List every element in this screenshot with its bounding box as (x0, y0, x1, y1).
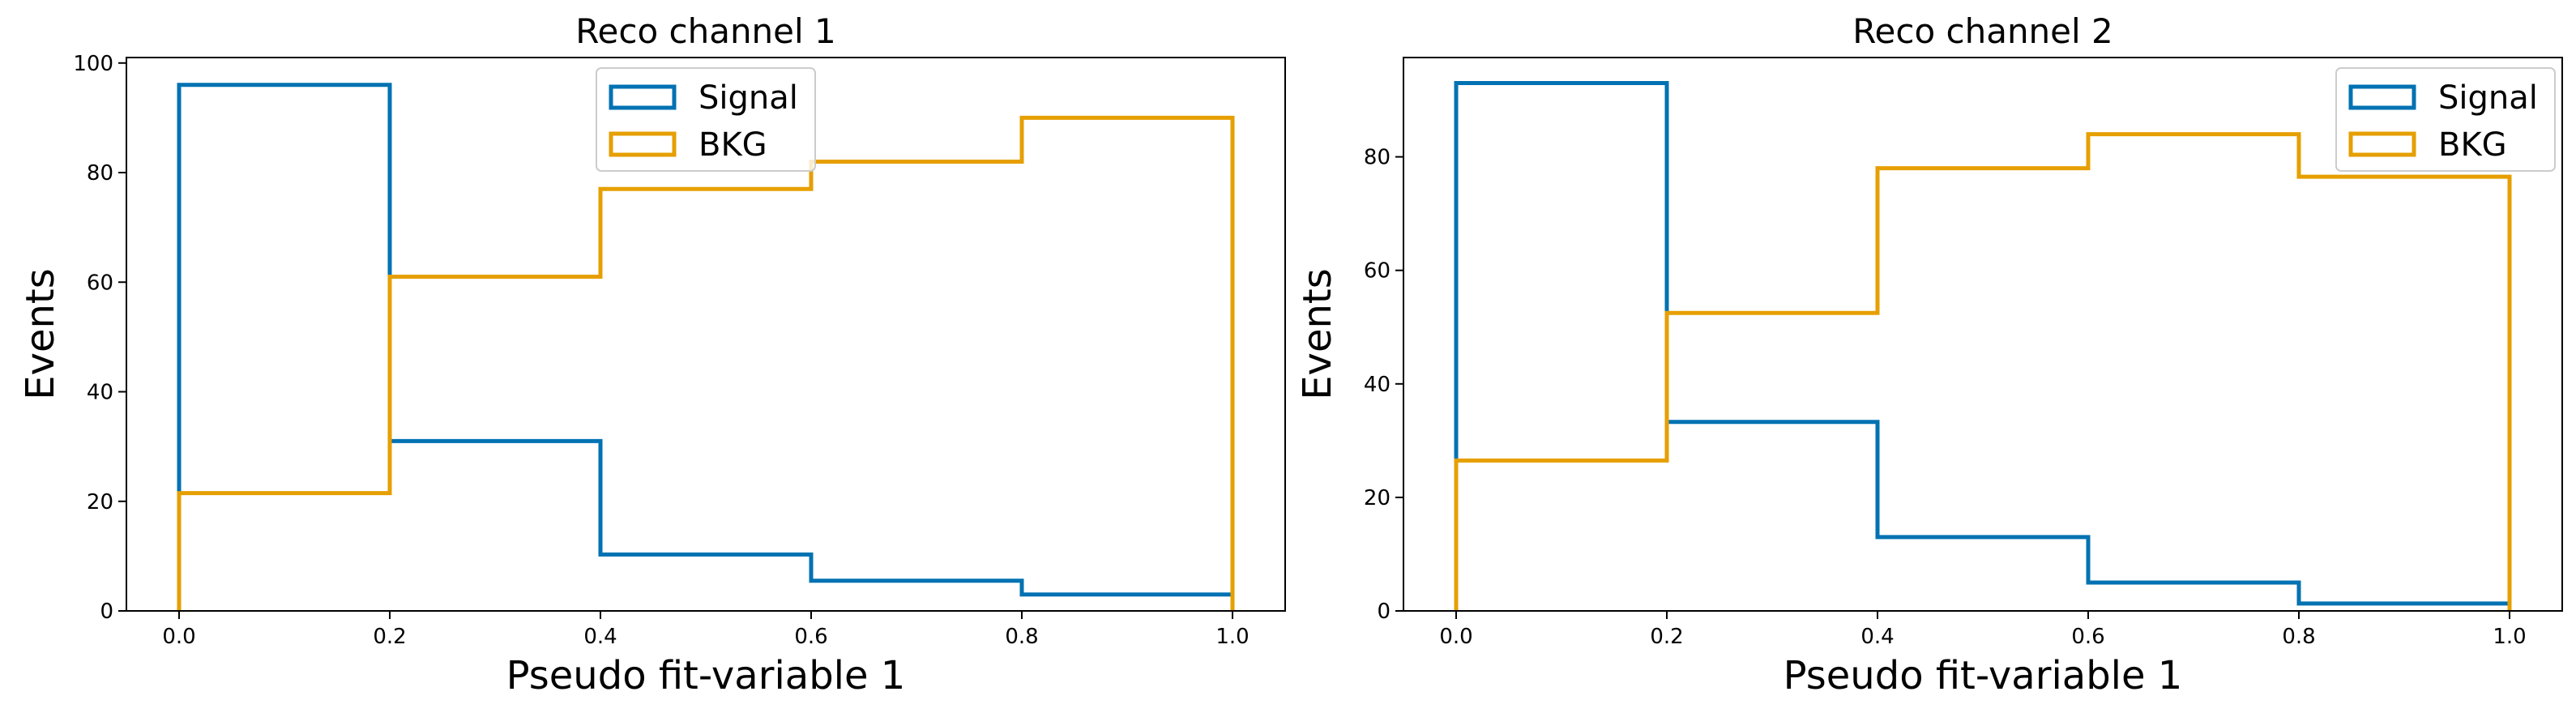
panel1-legend-swatch-signal (609, 84, 677, 110)
panel1-ylabel: Events (18, 268, 63, 400)
panel2-xlabel: Pseudo fit-variable 1 (1784, 653, 2183, 698)
panel1-xtick-label: 0.0 (162, 625, 195, 649)
panel2-xtick-label: 0.8 (2282, 625, 2315, 649)
panel2-axes-frame (1403, 57, 2563, 612)
panel1-ytick-label: 40 (87, 381, 113, 405)
panel1-ytick-label: 0 (100, 600, 113, 624)
panel1-xlabel: Pseudo fit-variable 1 (506, 653, 906, 698)
panel2-plot: Reco channel 2 0.0 0.2 0.4 0.6 0.8 1.0 0 20 40 60 8… (1295, 11, 2563, 698)
panel2-ytick-label: 0 (1377, 600, 1391, 624)
panel2-legend: Signal BKG (2335, 67, 2556, 172)
panel2-ytick-label: 40 (1364, 373, 1391, 397)
panel2-ytick-label: 20 (1364, 486, 1391, 510)
panel1-title: Reco channel 1 (575, 11, 836, 51)
panel2-legend-label-signal: Signal (2438, 79, 2538, 117)
panel2-legend-swatch-bkg (2348, 131, 2416, 157)
panel2-xtick-label: 0.2 (1650, 625, 1683, 649)
panel1-legend-box (596, 67, 816, 172)
panel1-legend-swatch-bkg (609, 131, 677, 157)
panel2-xtick-label: 0.6 (2071, 625, 2104, 649)
panel2-legend-swatch-signal (2348, 84, 2416, 110)
panel1-ytick-label: 100 (73, 52, 113, 76)
panel2-xtick-label: 1.0 (2493, 625, 2526, 649)
panel1-ytick-label: 80 (87, 161, 113, 186)
panel1-series-bkg (177, 115, 1235, 611)
panel2-ytick-label: 60 (1364, 259, 1391, 284)
panel1-axes-frame (126, 57, 1286, 612)
panel1-xtick-label: 1.0 (1215, 625, 1249, 649)
panel2-ylabel: Events (1295, 268, 1340, 400)
panel1-xtick-label: 0.6 (794, 625, 827, 649)
panel1-legend: Signal BKG (596, 67, 816, 172)
panel1-xtick-label: 0.4 (583, 625, 617, 649)
panel1-legend-label-bkg: BKG (698, 126, 767, 164)
panel2-legend-box (2335, 67, 2556, 172)
panel1-ytick-label: 60 (87, 271, 113, 295)
panel1-xtick-label: 0.2 (373, 625, 406, 649)
panel2-series-signal (1454, 81, 2512, 611)
panel2-xtick-label: 0.0 (1439, 625, 1472, 649)
panel1-ytick-label: 20 (87, 490, 113, 514)
panel1-xtick-label: 0.8 (1005, 625, 1038, 649)
panel1-series-signal (177, 83, 1235, 611)
panel1-legend-label-signal: Signal (698, 79, 798, 117)
panel2-series-bkg (1454, 132, 2512, 611)
panel2-ytick-label: 80 (1364, 146, 1391, 170)
panel2-title: Reco channel 2 (1852, 11, 2113, 51)
panel2-legend-label-bkg: BKG (2438, 126, 2507, 164)
panel2-xtick-label: 0.4 (1860, 625, 1894, 649)
panel1-plot: Reco channel 1 0.0 0.2 0.4 0.6 0.8 1.0 0 20 40 60 8… (18, 11, 1286, 698)
